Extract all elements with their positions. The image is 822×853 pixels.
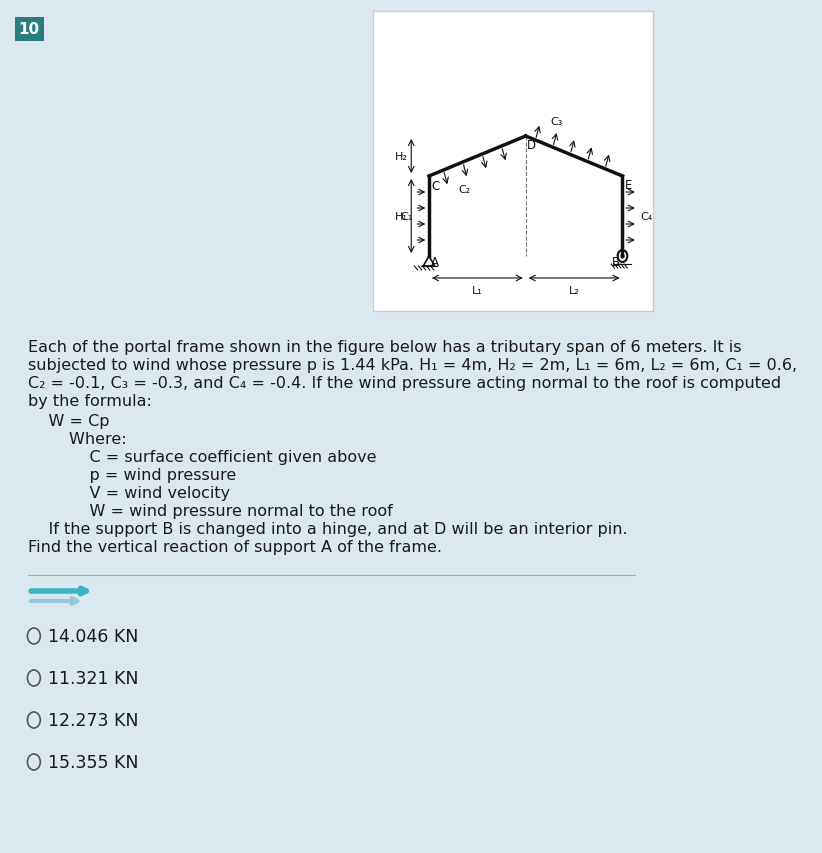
Text: by the formula:: by the formula: <box>28 393 152 409</box>
FancyBboxPatch shape <box>15 18 44 42</box>
Text: Find the vertical reaction of support A of the frame.: Find the vertical reaction of support A … <box>28 539 442 554</box>
Text: B: B <box>612 256 620 269</box>
Text: Each of the portal frame shown in the figure below has a tributary span of 6 met: Each of the portal frame shown in the fi… <box>28 339 741 355</box>
FancyBboxPatch shape <box>372 12 653 311</box>
Text: C₁: C₁ <box>400 212 413 222</box>
Text: 14.046 KN: 14.046 KN <box>48 627 139 645</box>
Text: 10: 10 <box>18 22 39 38</box>
Text: H₂: H₂ <box>395 152 408 162</box>
Text: D: D <box>528 139 537 152</box>
Text: A: A <box>431 256 439 269</box>
Text: If the support B is changed into a hinge, and at D will be an interior pin.: If the support B is changed into a hinge… <box>28 521 628 537</box>
Text: 11.321 KN: 11.321 KN <box>48 670 139 688</box>
Text: p = wind pressure: p = wind pressure <box>28 467 237 483</box>
Text: L₂: L₂ <box>569 286 580 296</box>
Circle shape <box>621 254 625 259</box>
Text: W = Cp: W = Cp <box>28 414 109 428</box>
Text: subjected to wind whose pressure p is 1.44 kPa. H₁ = 4m, H₂ = 2m, L₁ = 6m, L₂ = : subjected to wind whose pressure p is 1.… <box>28 357 797 373</box>
Text: 15.355 KN: 15.355 KN <box>48 753 139 771</box>
Text: V = wind velocity: V = wind velocity <box>28 485 230 501</box>
Text: L₁: L₁ <box>472 286 483 296</box>
Text: E: E <box>625 179 632 192</box>
Text: C₄: C₄ <box>640 212 653 222</box>
Text: Where:: Where: <box>28 432 127 446</box>
Text: W = wind pressure normal to the roof: W = wind pressure normal to the roof <box>28 503 393 519</box>
Text: 12.273 KN: 12.273 KN <box>48 711 139 729</box>
Text: H₁: H₁ <box>395 212 408 222</box>
Text: C = surface coefficient given above: C = surface coefficient given above <box>28 450 376 464</box>
Text: C: C <box>432 180 440 193</box>
Text: C₃: C₃ <box>551 117 563 127</box>
Text: C₂: C₂ <box>459 184 471 194</box>
Text: C₂ = -0.1, C₃ = -0.3, and C₄ = -0.4. If the wind pressure acting normal to the r: C₂ = -0.1, C₃ = -0.3, and C₄ = -0.4. If … <box>28 375 782 391</box>
